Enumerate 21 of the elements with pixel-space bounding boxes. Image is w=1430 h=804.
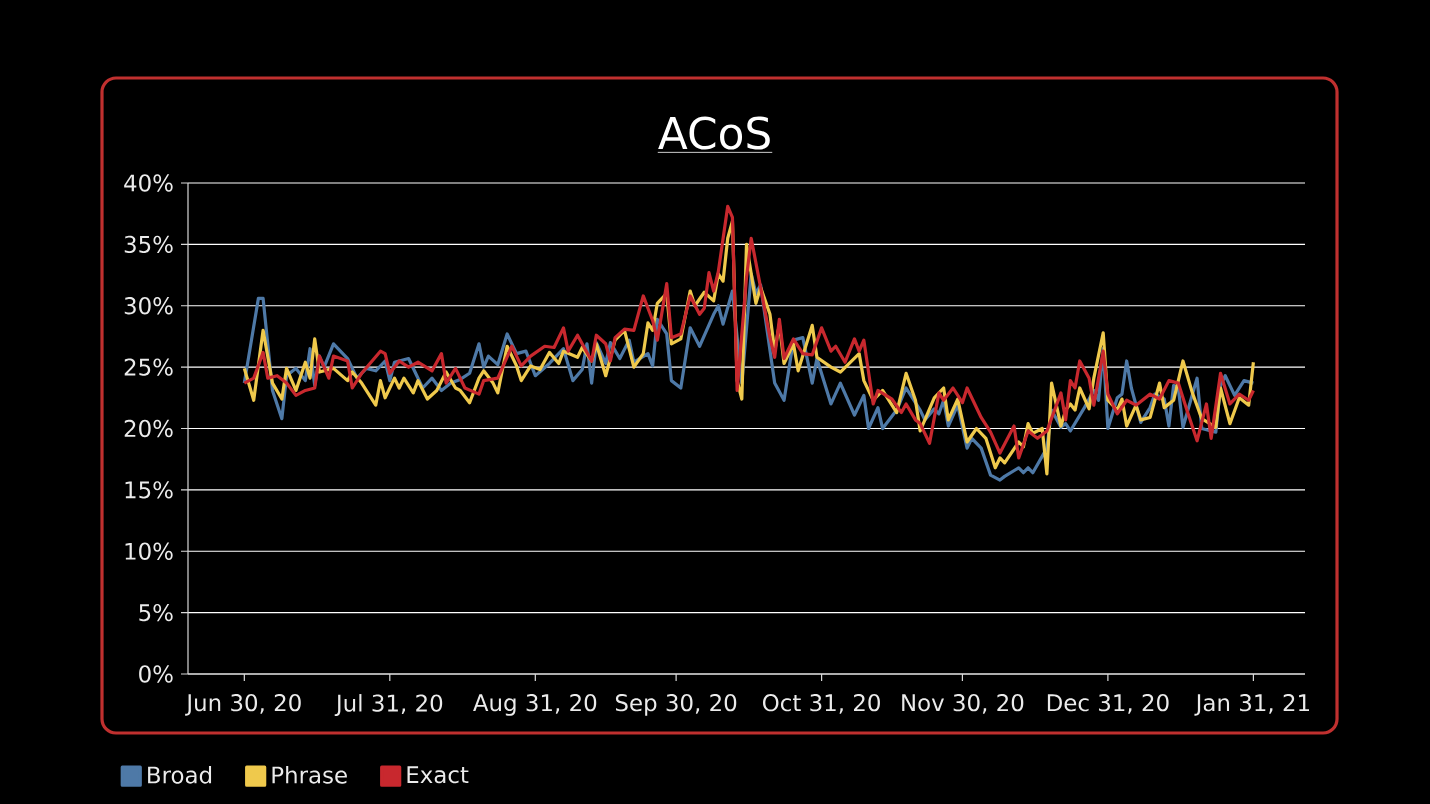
y-tick-label: 40% [124,174,173,192]
y-tick-label: 25% [124,358,173,376]
x-tick-label: Sep 30, 20 [615,694,737,716]
y-tick-label: 0% [139,665,173,683]
y-tick-label: 15% [125,481,173,499]
legend-label: Broad [148,765,212,784]
x-tick-label: Dec 31, 20 [1047,694,1169,714]
x-tick-label: Jul 31, 20 [334,694,443,717]
y-tick-label: 30% [124,297,173,315]
y-tick-label: 10% [125,542,173,560]
y-tick-label: 5% [139,603,173,622]
chart-title: ACoS [658,116,770,150]
x-tick-label: Jan 31, 21 [1194,694,1309,716]
y-tick-label: 20% [124,419,173,438]
x-tick-label: Jun 30, 20 [185,694,301,716]
y-tick-label: 35% [124,235,173,254]
x-tick-label: Aug 31, 20 [473,694,597,716]
legend-label: Phrase [272,765,347,784]
x-tick-label: Oct 31, 20 [762,694,880,714]
legend-label: Exact [407,766,469,784]
x-tick-label: Nov 30, 20 [902,694,1024,714]
